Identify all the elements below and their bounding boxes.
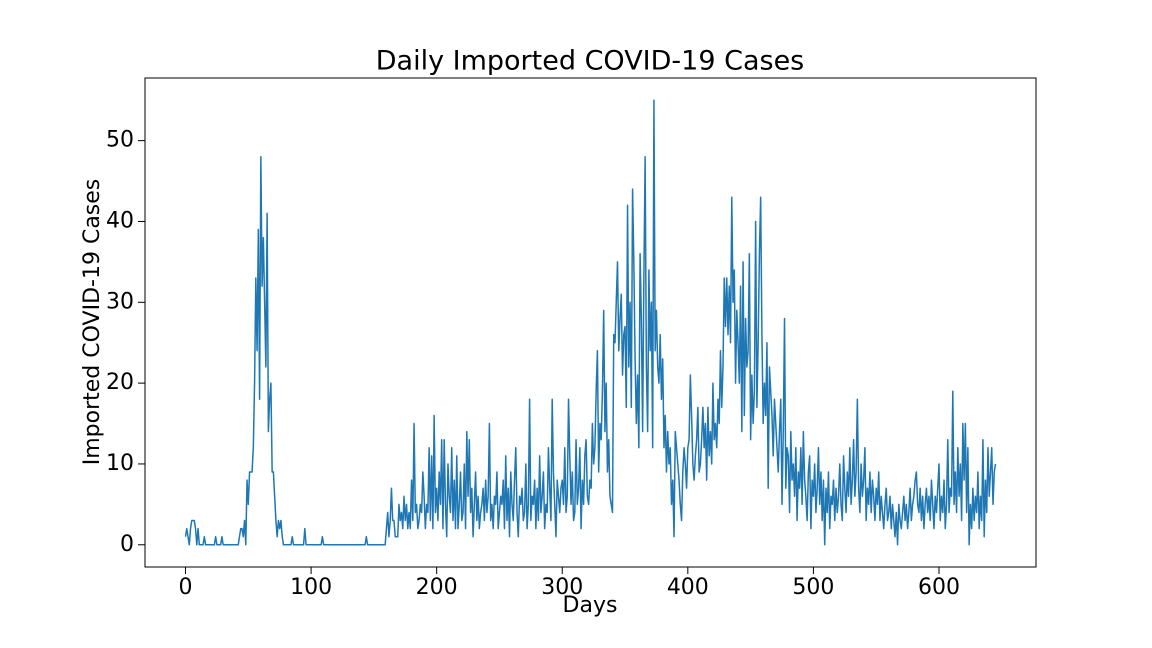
x-tick-label: 500 bbox=[792, 575, 834, 600]
x-tick-label: 0 bbox=[179, 575, 193, 600]
y-tick-label: 50 bbox=[106, 128, 134, 153]
y-tick-label: 20 bbox=[106, 370, 134, 395]
x-tick-label: 200 bbox=[416, 575, 458, 600]
x-tick-label: 300 bbox=[541, 575, 583, 600]
y-tick-label: 0 bbox=[120, 532, 134, 557]
x-tick-label: 600 bbox=[918, 575, 960, 600]
y-tick-label: 30 bbox=[106, 289, 134, 314]
y-tick-label: 10 bbox=[106, 451, 134, 476]
chart-title: Daily Imported COVID-19 Cases bbox=[376, 46, 805, 77]
x-tick-label: 400 bbox=[667, 575, 709, 600]
plot-frame bbox=[144, 77, 1037, 568]
data-line bbox=[184, 99, 997, 546]
x-axis-label: Days bbox=[563, 593, 618, 618]
y-axis-label: Imported COVID-19 Cases bbox=[80, 179, 105, 466]
x-tick-label: 100 bbox=[290, 575, 332, 600]
y-tick-label: 40 bbox=[106, 208, 134, 233]
